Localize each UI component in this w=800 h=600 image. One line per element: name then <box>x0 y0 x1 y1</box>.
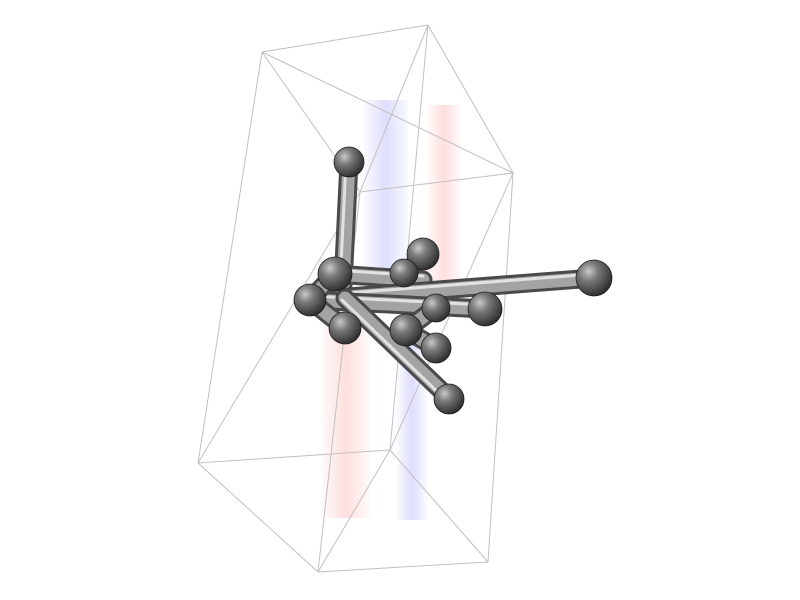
atom[interactable] <box>467 291 503 327</box>
cell-edge <box>317 449 391 573</box>
cell-edge <box>427 24 514 174</box>
atom-group <box>293 146 613 415</box>
atom[interactable] <box>575 259 613 297</box>
cell-edge <box>261 24 429 53</box>
bond <box>335 288 459 408</box>
cell-edge <box>261 51 514 174</box>
cell-edge <box>359 24 429 193</box>
cell-edge <box>317 561 489 573</box>
atom[interactable] <box>420 332 452 364</box>
cell-edge <box>197 462 319 573</box>
cell-edge <box>359 172 514 193</box>
cell-edge <box>389 449 489 563</box>
red-axis-lower <box>322 320 370 518</box>
atom[interactable] <box>406 237 440 271</box>
atom[interactable] <box>433 383 465 415</box>
cell-edge <box>197 51 263 464</box>
atom[interactable] <box>389 258 419 288</box>
cell-edge <box>487 172 514 563</box>
atom[interactable] <box>317 256 353 292</box>
cell-edge <box>389 24 429 451</box>
atom[interactable] <box>293 283 327 317</box>
atom[interactable] <box>333 146 365 178</box>
cell-edge <box>197 449 391 464</box>
atom[interactable] <box>421 293 451 323</box>
cell-edge <box>197 191 361 464</box>
atom[interactable] <box>389 313 423 347</box>
atom[interactable] <box>328 311 362 345</box>
blue-axis-upper <box>364 100 408 290</box>
